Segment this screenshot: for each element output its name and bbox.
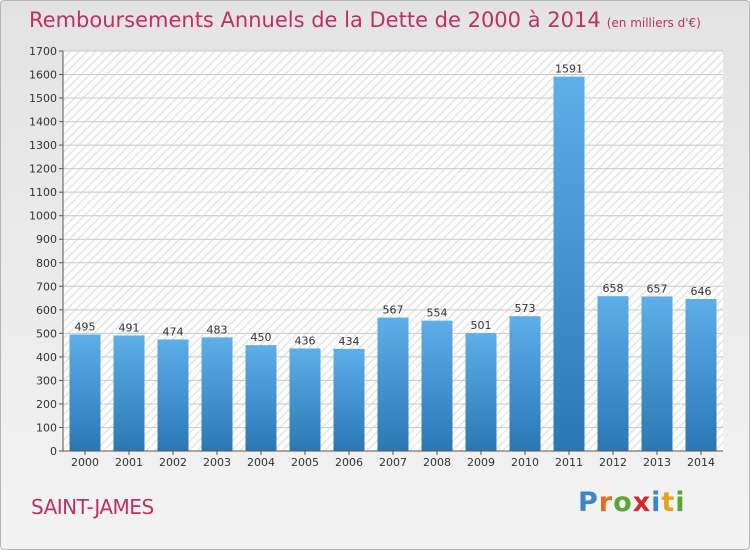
data-label: 491 <box>119 321 140 334</box>
data-label: 495 <box>75 321 96 334</box>
x-tick-label: 2005 <box>291 456 319 469</box>
x-tick-label: 2006 <box>335 456 363 469</box>
bar-2010 <box>509 316 541 451</box>
logo-letter: P <box>578 487 599 518</box>
data-label: 1591 <box>555 63 583 76</box>
data-label: 657 <box>647 282 668 295</box>
y-tick-label: 800 <box>36 257 57 270</box>
bar-2002 <box>157 339 189 451</box>
data-label: 474 <box>163 325 184 338</box>
x-tick-label: 2010 <box>511 456 539 469</box>
data-label: 567 <box>383 304 404 317</box>
y-tick-label: 1000 <box>29 210 57 223</box>
bar-2003 <box>201 337 233 451</box>
bar-2005 <box>289 348 321 451</box>
bar-2007 <box>377 317 409 451</box>
y-tick-label: 500 <box>36 327 57 340</box>
x-tick-label: 2002 <box>159 456 187 469</box>
bar-2012 <box>597 296 629 451</box>
x-tick-label: 2012 <box>599 456 627 469</box>
logo-letter: r <box>598 487 614 518</box>
x-tick-label: 2014 <box>687 456 715 469</box>
bar-2014 <box>685 299 717 451</box>
logo-letter: x <box>632 487 652 518</box>
data-label: 573 <box>515 302 536 315</box>
logo-letter: i <box>651 487 662 518</box>
bar-2011 <box>553 76 585 451</box>
data-label: 450 <box>251 331 272 344</box>
x-tick-label: 2013 <box>643 456 671 469</box>
x-tick-label: 2004 <box>247 456 275 469</box>
logo-letter: i <box>675 487 686 518</box>
y-tick-label: 1100 <box>29 186 57 199</box>
bar-2001 <box>113 335 145 451</box>
y-tick-label: 1200 <box>29 163 57 176</box>
y-tick-label: 0 <box>50 445 57 458</box>
y-tick-label: 900 <box>36 233 57 246</box>
y-tick-label: 1500 <box>29 92 57 105</box>
data-label: 554 <box>427 307 448 320</box>
y-tick-label: 300 <box>36 374 57 387</box>
y-tick-label: 600 <box>36 304 57 317</box>
data-label: 483 <box>207 323 228 336</box>
data-label: 501 <box>471 319 492 332</box>
bar-2008 <box>421 320 453 451</box>
data-label: 434 <box>339 335 360 348</box>
y-tick-label: 700 <box>36 280 57 293</box>
unit-label: (en milliers d'€) <box>606 16 701 30</box>
x-tick-label: 2001 <box>115 456 143 469</box>
logo-letter: t <box>661 487 676 518</box>
chart-title: Remboursements Annuels de la Dette de 20… <box>29 8 701 32</box>
bar-2013 <box>641 296 673 451</box>
y-tick-label: 1300 <box>29 139 57 152</box>
y-tick-label: 100 <box>36 421 57 434</box>
data-label: 436 <box>295 334 316 347</box>
y-tick-label: 1700 <box>29 45 57 58</box>
y-tick-label: 400 <box>36 351 57 364</box>
y-tick-label: 1400 <box>29 116 57 129</box>
logo-letter: o <box>613 487 633 518</box>
city-name: SAINT-JAMES <box>31 495 154 519</box>
x-tick-label: 2008 <box>423 456 451 469</box>
x-tick-label: 2000 <box>71 456 99 469</box>
bar-2004 <box>245 345 277 451</box>
title-text: Remboursements Annuels de la Dette de 20… <box>29 8 601 32</box>
x-tick-label: 2009 <box>467 456 495 469</box>
y-tick-label: 1600 <box>29 69 57 82</box>
x-tick-label: 2003 <box>203 456 231 469</box>
bar-2006 <box>333 348 365 451</box>
proxiti-logo: Proxiti <box>578 487 686 518</box>
y-tick-label: 200 <box>36 398 57 411</box>
x-tick-label: 2011 <box>555 456 583 469</box>
bar-2000 <box>69 334 101 451</box>
bar-2009 <box>465 333 497 451</box>
data-label: 646 <box>691 285 712 298</box>
x-tick-label: 2007 <box>379 456 407 469</box>
data-label: 658 <box>603 282 624 295</box>
